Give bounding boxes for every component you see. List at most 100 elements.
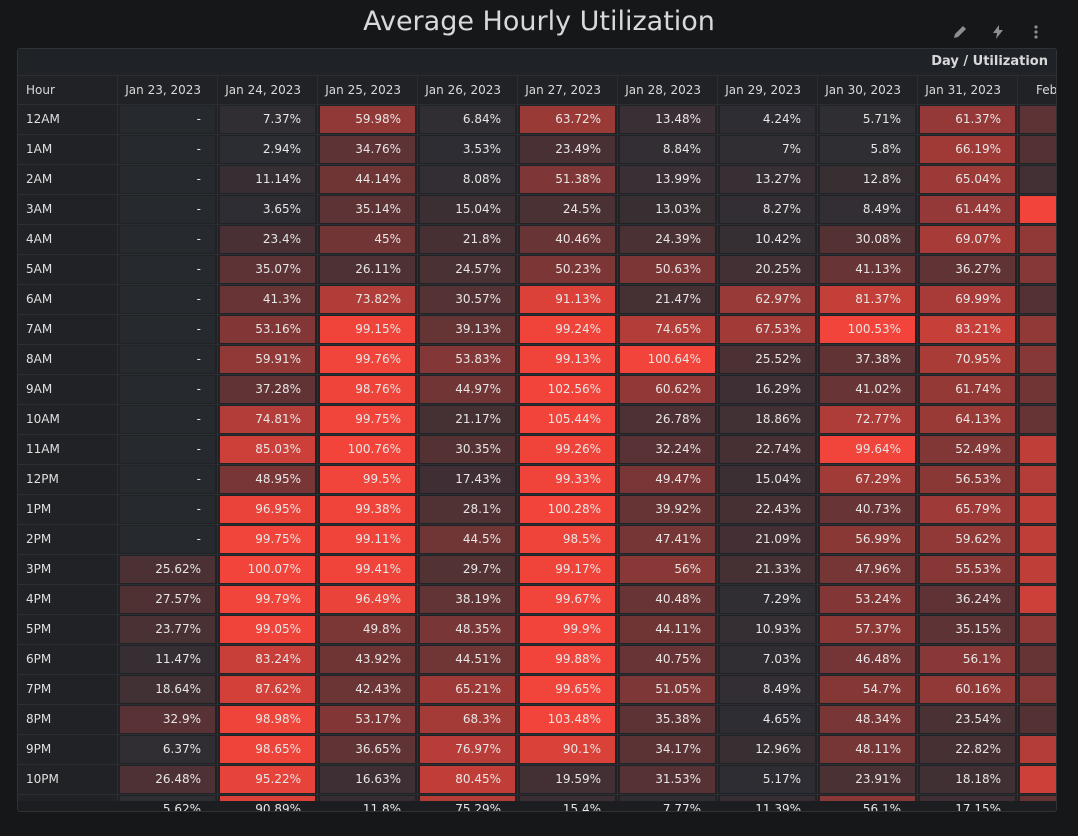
cell-value: 51.38%: [555, 172, 601, 186]
heat-fill: [720, 136, 815, 163]
utilization-cell: 99.15%: [318, 315, 418, 344]
column-header-day[interactable]: Jan 29, 2023: [718, 76, 818, 104]
heat-fill: [720, 316, 815, 343]
horizontal-scrollbar[interactable]: [18, 801, 1056, 811]
heat-fill: [220, 496, 315, 523]
heat-fill: [620, 346, 715, 373]
cell-value: 8.49%: [762, 682, 801, 696]
lightning-icon[interactable]: [988, 22, 1008, 42]
utilization-cell: 24.5%: [518, 195, 618, 224]
heat-fill: [820, 196, 915, 223]
cell-value: 7%: [781, 142, 801, 156]
heat-fill: [720, 166, 815, 193]
cell-value: 43.92%: [355, 652, 401, 666]
heat-fill: [720, 286, 815, 313]
heat-fill: [720, 496, 815, 523]
cell-value: 8.08%: [462, 172, 501, 186]
column-header-day[interactable]: Jan 30, 2023: [818, 76, 918, 104]
utilization-cell: [1018, 345, 1056, 374]
utilization-cell: 99.76%: [318, 345, 418, 374]
column-header-day[interactable]: Jan 31, 2023: [918, 76, 1018, 104]
utilization-cell: 7%: [718, 135, 818, 164]
cell-value: 62.97%: [755, 292, 801, 306]
utilization-cell: [1018, 555, 1056, 584]
cell-value: 99.41%: [355, 562, 401, 576]
heat-fill: [620, 256, 715, 283]
utilization-cell: [1018, 615, 1056, 644]
cell-value: 48.34%: [855, 712, 901, 726]
utilization-cell: 57.37%: [818, 615, 918, 644]
heat-fill: [1020, 466, 1056, 493]
column-header-day[interactable]: Jan 28, 2023: [618, 76, 718, 104]
column-header-day[interactable]: Jan 23, 2023: [118, 76, 218, 104]
cell-value: 41.13%: [855, 262, 901, 276]
heat-fill: [920, 286, 1015, 313]
cell-value: 12.8%: [862, 172, 901, 186]
utilization-cell: 21.09%: [718, 525, 818, 554]
utilization-cell: 74.81%: [218, 405, 318, 434]
cell-value: 7.77%: [662, 802, 701, 812]
heat-fill: [520, 526, 615, 553]
heat-fill: [820, 106, 915, 133]
utilization-cell: 98.98%: [218, 705, 318, 734]
kebab-menu-icon[interactable]: [1026, 22, 1046, 42]
cell-value: 96.95%: [255, 502, 301, 516]
utilization-cell: 105.44%: [518, 405, 618, 434]
hour-cell: 12PM: [18, 465, 118, 494]
hour-cell: 10AM: [18, 405, 118, 434]
utilization-cell: 40.48%: [618, 585, 718, 614]
cell-value: 66.19%: [955, 142, 1001, 156]
column-header-day[interactable]: Jan 27, 2023: [518, 76, 618, 104]
cell-value: 64.13%: [955, 412, 1001, 426]
column-header-hour[interactable]: Hour: [18, 76, 118, 104]
heat-fill: [920, 256, 1015, 283]
utilization-cell: 24.57%: [418, 255, 518, 284]
heat-fill: [920, 466, 1015, 493]
cell-value: 32.24%: [655, 442, 701, 456]
utilization-cell: 4.65%: [718, 705, 818, 734]
utilization-cell: 100.76%: [318, 435, 418, 464]
utilization-cell: 39.13%: [418, 315, 518, 344]
utilization-cell: 25.52%: [718, 345, 818, 374]
heat-fill: [720, 736, 815, 763]
cell-value: 36.27%: [955, 262, 1001, 276]
utilization-cell: 21.17%: [418, 405, 518, 434]
column-header-day[interactable]: Jan 25, 2023: [318, 76, 418, 104]
utilization-cell: -: [118, 495, 218, 524]
utilization-cell: 70.95%: [918, 345, 1018, 374]
column-header-day[interactable]: Jan 26, 2023: [418, 76, 518, 104]
utilization-cell: 65.04%: [918, 165, 1018, 194]
heat-fill: [120, 676, 215, 703]
cell-value: 44.51%: [455, 652, 501, 666]
utilization-cell: 64.13%: [918, 405, 1018, 434]
cell-value: 83.24%: [255, 652, 301, 666]
cell-value: 72.77%: [855, 412, 901, 426]
heat-fill: [520, 676, 615, 703]
cell-value: -: [196, 352, 201, 366]
heat-fill: [120, 526, 215, 553]
cell-value: 100.53%: [847, 322, 901, 336]
column-header-day[interactable]: Jan 24, 2023: [218, 76, 318, 104]
hour-cell: 2AM: [18, 165, 118, 194]
table-row: 12PM - 48.95% 99.5% 17.43% 99.33% 49.47% 15.04%…: [18, 465, 1056, 495]
utilization-cell: 21.8%: [418, 225, 518, 254]
heat-fill: [220, 556, 315, 583]
heat-fill: [320, 166, 415, 193]
cell-value: 40.48%: [655, 592, 701, 606]
cell-value: 59.98%: [355, 112, 401, 126]
utilization-cell: 47.41%: [618, 525, 718, 554]
table-row: 4PM 27.57% 99.79% 96.49% 38.19% 99.67% 40.48% 7…: [18, 585, 1056, 615]
cell-value: 2.94%: [262, 142, 301, 156]
utilization-cell: 43.92%: [318, 645, 418, 674]
heat-fill: [820, 526, 915, 553]
cell-value: 11.39%: [755, 802, 801, 812]
heat-fill: [520, 616, 615, 643]
pencil-icon[interactable]: [950, 22, 970, 42]
utilization-cell: -: [118, 465, 218, 494]
cell-value: 63.72%: [555, 112, 601, 126]
heat-fill: [1020, 436, 1056, 463]
utilization-cell: 8.49%: [718, 675, 818, 704]
column-header-day[interactable]: Feb: [1018, 76, 1056, 104]
cell-value: 74.81%: [255, 412, 301, 426]
hour-cell: 3AM: [18, 195, 118, 224]
